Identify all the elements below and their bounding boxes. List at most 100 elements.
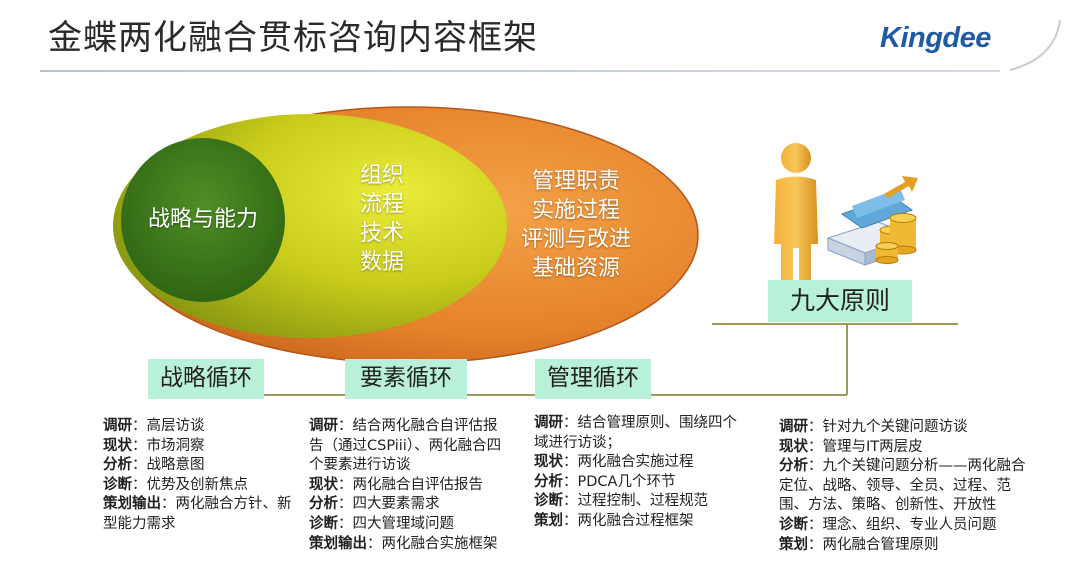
row-key: 分析 — [103, 457, 132, 474]
inner-circle-label: 战略与能力 — [148, 207, 259, 232]
column-row: 调研：针对九个关键问题访谈 — [779, 418, 1035, 438]
row-key: 调研 — [103, 418, 132, 434]
row-separator: ： — [808, 536, 823, 553]
row-separator: ： — [563, 473, 578, 490]
row-value: 两化融合过程框架 — [577, 512, 694, 529]
column-row: 现状：市场洞察 — [103, 437, 299, 457]
row-key: 分析 — [309, 496, 338, 513]
row-value: 两化融合自评估报告 — [352, 476, 484, 493]
strategy-cycle-tag: 战略循环 — [148, 359, 264, 399]
row-separator: ： — [808, 419, 823, 435]
outer-label-line-1: 实施过程 — [531, 198, 620, 223]
row-separator: ： — [338, 496, 353, 513]
row-separator: ： — [338, 515, 353, 532]
header-divider — [40, 70, 1000, 72]
row-separator: ： — [563, 512, 578, 529]
outer-label-line-0: 管理职责 — [531, 169, 620, 194]
row-key: 现状 — [309, 476, 338, 493]
row-key: 调研 — [779, 419, 808, 435]
principles-column: 调研：针对九个关键问题访谈 现状：管理与IT两层皮 分析：九个关键问题分析——两化融… — [779, 418, 1035, 555]
column-row: 诊断：四大管理域问题 — [309, 515, 511, 535]
row-value: 高层访谈 — [146, 418, 205, 434]
row-value: 两化融合实施过程 — [577, 454, 694, 471]
management-column: 调研：结合管理原则、围绕四个域进行访谈； 现状：两化融合实施过程 分析：PDCA几个… — [534, 414, 744, 532]
row-key: 调研 — [534, 415, 563, 431]
row-separator: ： — [161, 496, 176, 513]
row-value: 优势及创新焦点 — [146, 476, 249, 493]
kingdee-logo: Kingdee — [880, 22, 991, 54]
row-separator: ： — [808, 516, 823, 533]
row-key: 分析 — [534, 473, 563, 490]
management-cycle-tag: 管理循环 — [535, 359, 651, 399]
row-key: 现状 — [534, 454, 563, 471]
row-separator: ： — [132, 457, 147, 474]
row-key: 诊断 — [309, 515, 338, 532]
row-value: 过程控制、过程规范 — [577, 493, 709, 510]
row-value: 管理与IT两层皮 — [822, 438, 923, 455]
row-value: 九个关键问题分析——两化融合定位、战略、领导、全员、过程、范围、方法、策略、创新… — [779, 458, 1026, 514]
column-row: 分析：战略意图 — [103, 456, 299, 476]
column-row: 策划输出：两化融合实施框架 — [309, 535, 511, 555]
inner-circle — [121, 138, 285, 302]
row-value: 针对九个关键问题访谈 — [822, 419, 968, 435]
row-key: 策划 — [779, 536, 808, 553]
column-row: 调研：高层访谈 — [103, 417, 299, 437]
row-value: 四大要素需求 — [352, 496, 440, 513]
column-row: 分析：九个关键问题分析——两化融合定位、战略、领导、全员、过程、范围、方法、策略… — [779, 457, 1035, 516]
row-key: 诊断 — [103, 476, 132, 493]
row-value: 理念、组织、专业人员问题 — [822, 516, 997, 533]
column-row: 诊断：优势及创新焦点 — [103, 476, 299, 496]
column-row: 调研：结合管理原则、围绕四个域进行访谈； — [534, 414, 744, 453]
row-separator: ： — [132, 476, 147, 493]
column-row: 策划：两化融合过程框架 — [534, 512, 744, 532]
principles-tag: 九大原则 — [768, 280, 912, 322]
row-separator: ： — [132, 437, 147, 454]
column-row: 现状：两化融合自评估报告 — [309, 476, 511, 496]
row-key: 调研 — [309, 418, 338, 434]
middle-label-line-3: 数据 — [359, 250, 404, 275]
row-separator: ： — [563, 493, 578, 510]
row-value: 结合两化融合自评估报告（通过CSPiii）、两化融合四个要素进行访谈 — [309, 418, 502, 474]
row-value: PDCA几个环节 — [577, 473, 676, 490]
row-separator: ： — [132, 418, 147, 434]
outer-ellipse-labels: 管理职责实施过程评测与改进基础资源 — [506, 167, 646, 283]
row-key: 现状 — [103, 437, 132, 454]
row-key: 现状 — [779, 438, 808, 455]
outer-label-line-2: 评测与改进 — [520, 227, 631, 252]
row-separator: ： — [563, 415, 578, 431]
row-value: 两化融合实施框架 — [381, 535, 498, 552]
row-separator: ： — [338, 476, 353, 493]
row-value: 结合管理原则、围绕四个域进行访谈； — [534, 415, 737, 451]
element-cycle-tag: 要素循环 — [345, 359, 467, 399]
row-key: 策划输出 — [309, 535, 367, 552]
row-separator: ： — [808, 438, 823, 455]
row-key: 策划 — [534, 512, 563, 529]
row-value: 两化融合管理原则 — [822, 536, 939, 553]
column-row: 分析：四大要素需求 — [309, 495, 511, 515]
column-row: 现状：两化融合实施过程 — [534, 453, 744, 473]
row-value: 四大管理域问题 — [352, 515, 455, 532]
row-key: 诊断 — [534, 493, 563, 510]
row-separator: ： — [367, 535, 382, 552]
row-key: 分析 — [779, 458, 808, 475]
column-row: 诊断：理念、组织、专业人员问题 — [779, 516, 1035, 536]
row-value: 两化融合方针、新型能力需求 — [103, 496, 292, 532]
page-title: 金蝶两化融合贯标咨询内容框架 — [48, 18, 538, 58]
person-with-money-icon — [774, 143, 918, 292]
column-row: 调研：结合两化融合自评估报告（通过CSPiii）、两化融合四个要素进行访谈 — [309, 417, 511, 476]
element-column: 调研：结合两化融合自评估报告（通过CSPiii）、两化融合四个要素进行访谈 现状：… — [309, 417, 511, 554]
row-key: 诊断 — [779, 516, 808, 533]
middle-label-line-1: 流程 — [359, 192, 404, 217]
outer-label-line-3: 基础资源 — [531, 256, 620, 281]
middle-label-line-2: 技术 — [359, 221, 404, 246]
strategy-column: 调研：高层访谈 现状：市场洞察 分析：战略意图 诊断：优势及创新焦点 策划输出：两化融合… — [103, 417, 299, 535]
row-value: 战略意图 — [146, 457, 205, 474]
row-key: 策划输出 — [103, 496, 161, 513]
column-row: 分析：PDCA几个环节 — [534, 473, 744, 493]
row-separator: ： — [808, 458, 823, 475]
column-row: 策划输出：两化融合方针、新型能力需求 — [103, 495, 299, 534]
header-corner-arc — [1009, 19, 1061, 71]
row-separator: ： — [563, 454, 578, 471]
middle-ellipse-labels: 组织 流程 技术 数据 — [340, 161, 424, 277]
